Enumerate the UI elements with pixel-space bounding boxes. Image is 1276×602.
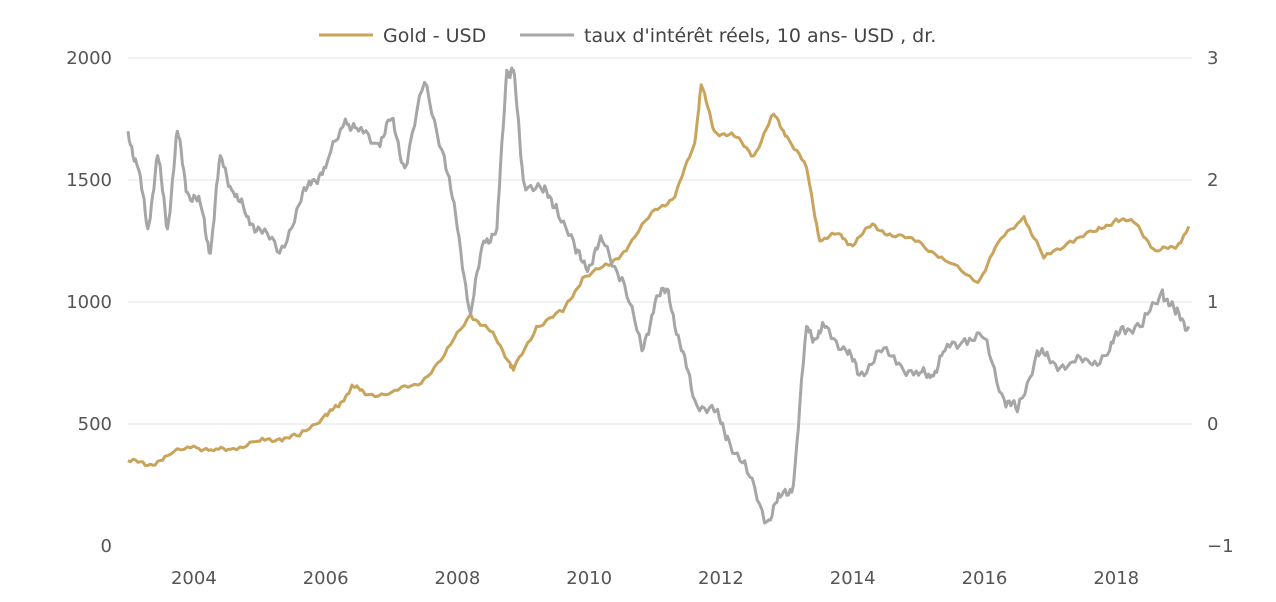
y-right-tick-label: −1: [1207, 536, 1234, 557]
x-tick-label: 2012: [698, 568, 744, 589]
y-left-tick-label: 0: [101, 536, 112, 557]
x-tick-label: 2006: [303, 568, 349, 589]
legend-label-real-rates: taux d'intérêt réels, 10 ans- USD , dr.: [584, 25, 936, 47]
y-right-tick-label: 1: [1207, 292, 1218, 313]
x-tick-label: 2014: [830, 568, 876, 589]
x-tick-label: 2004: [171, 568, 217, 589]
legend-label-gold: Gold - USD: [383, 25, 486, 47]
y-left-tick-label: 500: [78, 414, 112, 435]
series-lines: [126, 66, 1191, 525]
x-tick-label: 2008: [435, 568, 481, 589]
y-left-tick-label: 1000: [66, 292, 112, 313]
y-right-tick-label: 0: [1207, 414, 1218, 435]
series-line-gold: [127, 83, 1191, 467]
series-line-real-rates: [126, 66, 1191, 525]
axes: 0 500 1000 1500 2000 −1 0 1 2 3 2004 2006 2008 2010 20…: [66, 48, 1233, 589]
legend: Gold - USD taux d'intérêt réels, 10 ans-…: [319, 25, 936, 47]
gridlines: [128, 57, 1192, 425]
x-tick-label: 2018: [1093, 568, 1139, 589]
y-right-tick-label: 3: [1207, 48, 1218, 69]
y-left-tick-label: 1500: [66, 170, 112, 191]
y-left-tick-label: 2000: [66, 48, 112, 69]
x-tick-label: 2016: [962, 568, 1008, 589]
y-right-tick-label: 2: [1207, 170, 1218, 191]
x-tick-label: 2010: [566, 568, 612, 589]
